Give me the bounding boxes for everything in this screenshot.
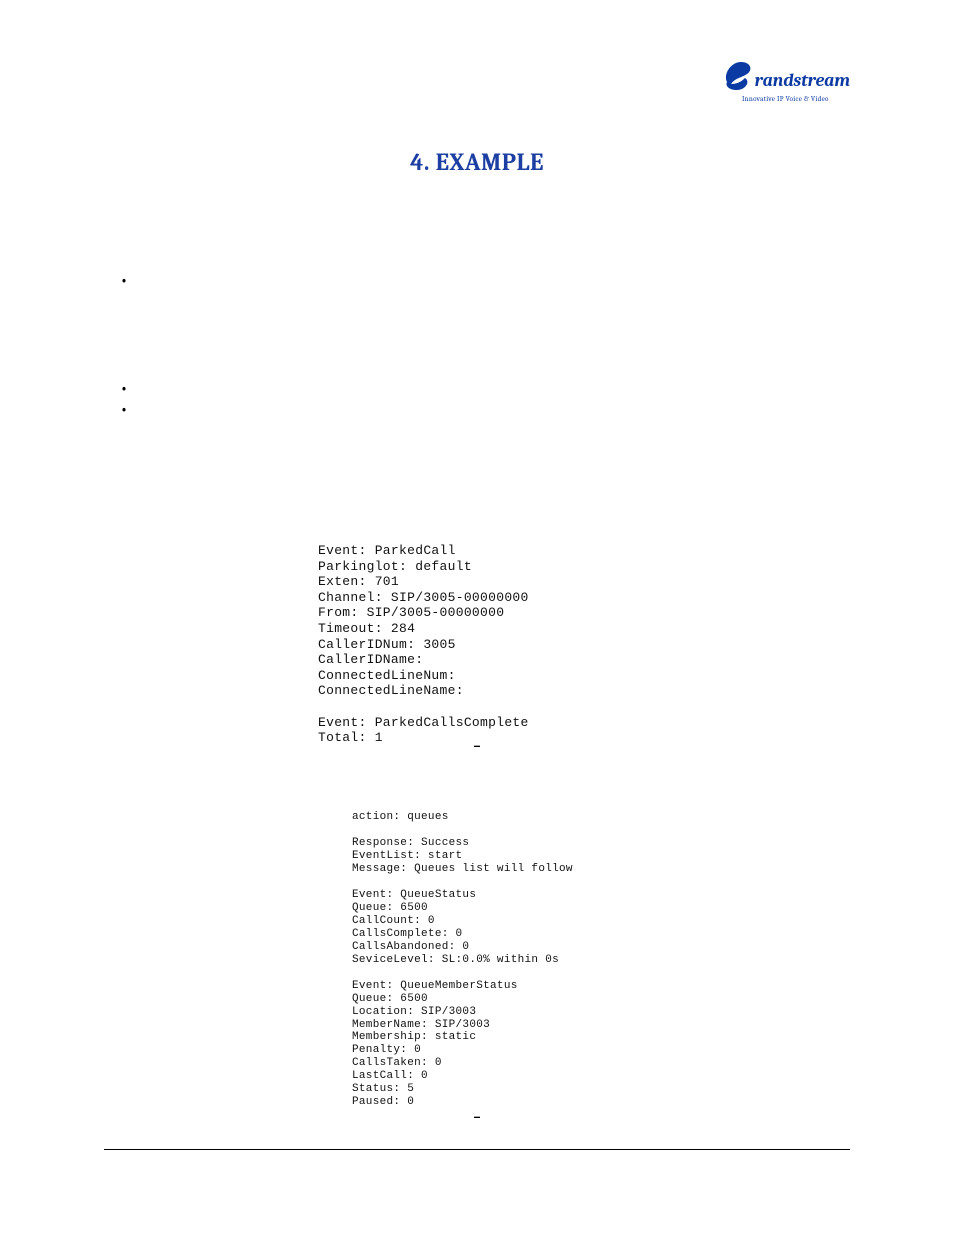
- code-block-queues: action: queues Response: Success EventLi…: [352, 811, 573, 1109]
- section-heading: 4. EXAMPLE: [0, 148, 954, 176]
- bullet-item: •: [120, 378, 128, 400]
- figure-separator: –: [0, 1108, 954, 1125]
- footer-rule: [104, 1149, 850, 1150]
- bullet-item: •: [120, 270, 128, 292]
- figure-separator: –: [0, 737, 954, 754]
- logo-mark-icon: [721, 60, 755, 96]
- logo-tagline: Innovative IP Voice & Video: [721, 95, 850, 103]
- document-page: randstream Innovative IP Voice & Video 4…: [0, 0, 954, 1235]
- bullet-item: •: [120, 399, 128, 421]
- logo-wordmark: randstream: [755, 70, 850, 91]
- code-block-parkedcalls: Event: ParkedCall Parkinglot: default Ex…: [318, 543, 529, 746]
- brand-logo: randstream Innovative IP Voice & Video: [721, 60, 850, 103]
- bullet-list: • • •: [120, 270, 128, 421]
